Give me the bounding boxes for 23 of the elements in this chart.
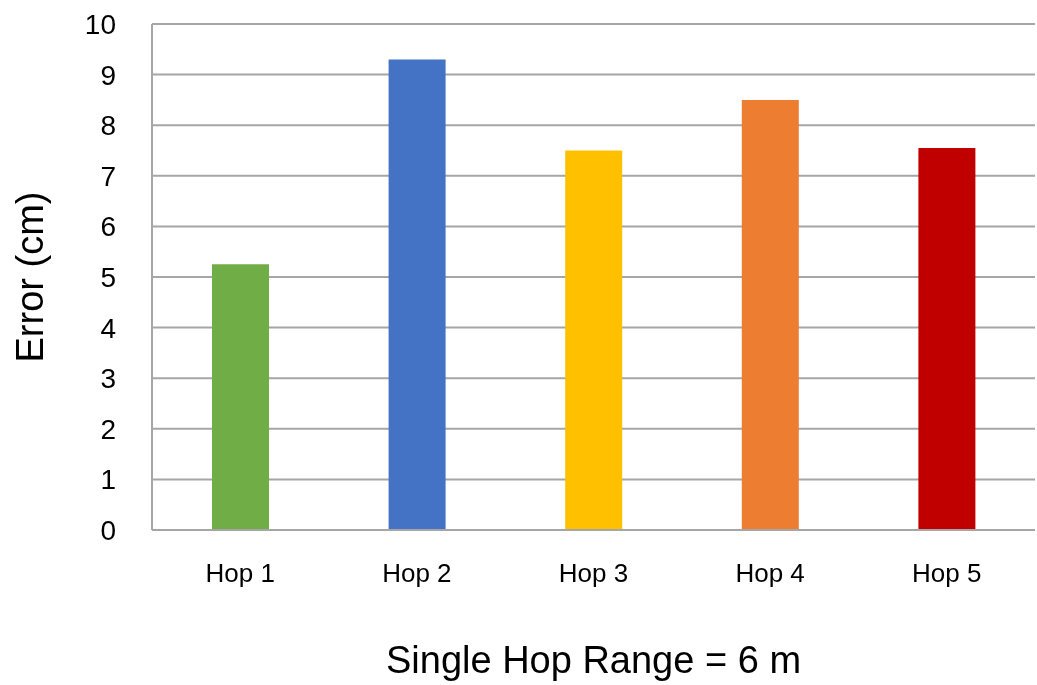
y-tick-label: 7 xyxy=(100,160,116,192)
y-tick-label: 0 xyxy=(100,514,116,546)
bar xyxy=(565,150,623,530)
x-axis-title: Single Hop Range = 6 m xyxy=(385,639,802,681)
y-tick-label: 5 xyxy=(100,261,116,293)
x-tick-label: Hop 4 xyxy=(735,558,805,589)
x-tick-label: Hop 1 xyxy=(205,558,275,589)
bar xyxy=(741,99,799,530)
bar xyxy=(212,264,269,530)
bar xyxy=(918,147,976,530)
y-tick-label: 2 xyxy=(100,413,116,445)
y-tick-label: 8 xyxy=(100,110,116,142)
y-tick-label: 10 xyxy=(84,8,116,40)
x-tick-label: Hop 3 xyxy=(558,558,629,589)
y-axis-title: Error (cm) xyxy=(9,191,52,363)
x-tick-label: Hop 5 xyxy=(912,558,982,589)
y-tick-label: 1 xyxy=(100,464,116,496)
y-tick-label: 9 xyxy=(100,59,116,91)
x-tick-label: Hop 2 xyxy=(382,558,452,589)
y-tick-label: 6 xyxy=(100,211,116,243)
y-tick-label: 3 xyxy=(100,363,116,395)
y-tick-label: 4 xyxy=(100,312,116,344)
bar xyxy=(388,59,446,530)
